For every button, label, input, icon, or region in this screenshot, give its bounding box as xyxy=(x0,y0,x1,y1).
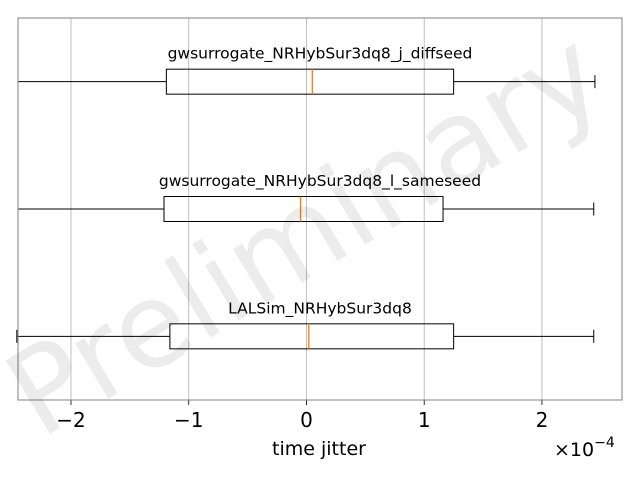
x-tick-label: −1 xyxy=(174,408,203,432)
plot-frame xyxy=(17,17,623,401)
x-axis-scale-factor: ×10−4 xyxy=(554,435,615,461)
series-label: LALSim_NRHybSur3dq8 xyxy=(228,299,412,318)
scale-base: ×10 xyxy=(554,439,594,461)
box-group: gwsurrogate_NRHybSur3dq8_l_sameseed xyxy=(17,172,595,222)
series-label: gwsurrogate_NRHybSur3dq8_l_sameseed xyxy=(159,172,481,191)
x-tick-label: 2 xyxy=(536,408,549,432)
iqr-box xyxy=(165,68,455,95)
x-tick-label: −2 xyxy=(56,408,85,432)
x-tick-label: 1 xyxy=(418,408,431,432)
series-label: gwsurrogate_NRHybSur3dq8_j_diffseed xyxy=(168,45,473,64)
x-axis-ticks: −2 −1 0 1 2 xyxy=(56,400,548,432)
box-group: LALSim_NRHybSur3dq8 xyxy=(16,299,595,350)
boxes: gwsurrogate_NRHybSur3dq8_j_diffseedgwsur… xyxy=(16,45,596,350)
iqr-box xyxy=(163,196,444,222)
x-tick-label: 0 xyxy=(300,408,313,432)
iqr-box xyxy=(169,323,455,350)
box-group: gwsurrogate_NRHybSur3dq8_j_diffseed xyxy=(17,45,596,95)
scale-exponent: −4 xyxy=(594,435,615,451)
x-axis-label: time jitter xyxy=(272,438,366,460)
